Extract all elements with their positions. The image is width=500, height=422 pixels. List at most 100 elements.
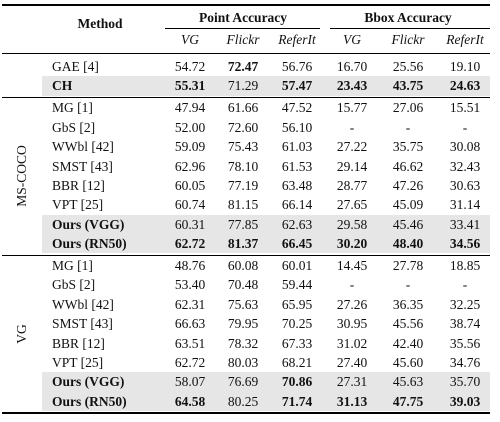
score: 36.35 (392, 296, 424, 312)
score: 27.31 (336, 374, 368, 390)
row-shade (42, 76, 490, 96)
row-shade (42, 234, 490, 254)
score: 16.70 (336, 59, 368, 74)
rule (165, 28, 320, 29)
score: 35.75 (392, 139, 424, 155)
method-name: GAE [4] (52, 59, 99, 74)
score: 63.48 (281, 177, 313, 193)
rule (2, 53, 490, 54)
score: 14.45 (336, 258, 368, 273)
rule (2, 96, 490, 98)
score: 75.43 (227, 139, 259, 155)
header-group: Point Accuracy (198, 10, 288, 25)
score: 77.19 (227, 177, 259, 193)
header-column: VG (343, 32, 361, 47)
method-name: BBR [12] (52, 335, 105, 351)
score: 60.31 (174, 216, 206, 232)
score: 27.65 (336, 197, 368, 213)
score: 66.45 (281, 236, 313, 252)
score: 62.72 (174, 355, 206, 370)
score: 70.86 (281, 374, 313, 390)
score: 78.10 (227, 158, 259, 174)
score: 43.75 (392, 78, 424, 94)
score: 34.56 (449, 236, 481, 252)
score: 80.25 (227, 393, 259, 409)
score: - (462, 277, 468, 293)
method-name: WWbl [42] (52, 296, 114, 312)
score: 61.03 (281, 139, 313, 155)
header-column: ReferIt (278, 32, 316, 47)
group-label: VG (14, 323, 29, 344)
score: 80.03 (227, 355, 259, 370)
score: 75.63 (227, 296, 259, 312)
method-name: SMST [43] (52, 316, 113, 332)
score: 65.95 (281, 296, 313, 312)
score: 30.95 (336, 316, 368, 332)
score: 47.75 (392, 393, 424, 409)
score: 45.09 (392, 197, 424, 213)
score: 45.63 (392, 374, 424, 390)
score: 45.56 (392, 316, 424, 332)
row-shade (42, 391, 490, 412)
score: 45.60 (392, 355, 424, 370)
rule (2, 412, 490, 414)
score: 27.40 (336, 355, 368, 370)
score: - (462, 119, 468, 135)
score: - (349, 119, 355, 135)
score: 32.43 (449, 158, 481, 174)
method-name: MG [1] (52, 258, 93, 273)
score: - (405, 119, 411, 135)
score: 53.40 (174, 277, 206, 293)
score: 66.63 (174, 316, 206, 332)
score: 56.76 (281, 59, 313, 74)
score: 61.66 (227, 100, 259, 116)
score: 31.14 (449, 197, 481, 213)
score: 81.37 (227, 236, 259, 252)
score: 81.15 (227, 197, 259, 213)
score: 60.05 (174, 177, 206, 193)
score: 58.07 (174, 374, 206, 390)
score: 76.69 (227, 374, 259, 390)
score: 48.40 (392, 236, 424, 252)
group-label: MS-COCO (14, 145, 29, 207)
score: 48.76 (174, 258, 206, 273)
score: 78.32 (227, 335, 259, 351)
score: 47.26 (392, 177, 424, 193)
score: 32.25 (449, 296, 481, 312)
score: 47.52 (281, 100, 313, 116)
score: 46.62 (392, 158, 424, 174)
score: 47.94 (174, 100, 206, 116)
score: 27.06 (392, 100, 424, 116)
score: 71.74 (281, 393, 313, 409)
score: 45.46 (392, 216, 424, 232)
score: 59.44 (281, 277, 313, 293)
score: 62.96 (174, 158, 206, 174)
score: 64.58 (174, 393, 206, 409)
header-column: ReferIt (446, 32, 484, 47)
score: 70.48 (227, 277, 259, 293)
score: 63.51 (174, 335, 206, 351)
score: 35.56 (449, 335, 481, 351)
score: 29.14 (336, 158, 368, 174)
score: 52.00 (174, 119, 206, 135)
method-name: Ours (VGG) (52, 216, 125, 232)
score: 55.31 (174, 78, 206, 94)
score: 30.63 (449, 177, 481, 193)
header-method: Method (77, 16, 123, 31)
score: 60.74 (174, 197, 206, 213)
score: 72.60 (227, 119, 259, 135)
method-name: CH (52, 78, 73, 94)
method-name: GbS [2] (52, 277, 96, 293)
score: 62.31 (174, 296, 206, 312)
score: 25.56 (392, 59, 424, 74)
score: - (405, 277, 411, 293)
score: 57.47 (281, 78, 313, 94)
header-column: Flickr (391, 32, 425, 47)
method-name: MG [1] (52, 100, 93, 116)
score: 27.78 (392, 258, 424, 273)
score: 35.70 (449, 374, 481, 390)
header-group: Bbox Accuracy (364, 10, 452, 25)
score: 72.47 (227, 59, 259, 74)
score: 68.21 (281, 355, 313, 370)
method-name: WWbl [42] (52, 139, 114, 155)
